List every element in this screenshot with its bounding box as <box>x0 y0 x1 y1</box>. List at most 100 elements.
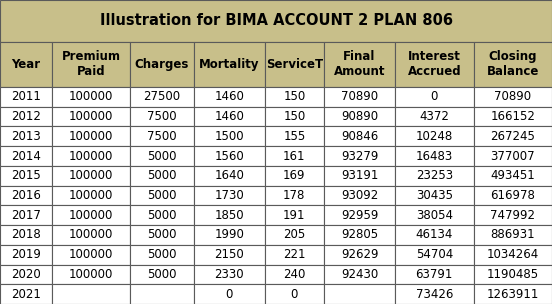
Text: 1034264: 1034264 <box>487 248 539 261</box>
Text: 2012: 2012 <box>11 110 41 123</box>
Bar <box>324 205 395 225</box>
Bar <box>324 42 395 87</box>
Bar <box>52 126 130 146</box>
Bar <box>194 126 264 146</box>
Text: 38054: 38054 <box>416 209 453 222</box>
Text: Interest
Accrued: Interest Accrued <box>407 50 461 78</box>
Text: 1460: 1460 <box>214 110 244 123</box>
Text: 100000: 100000 <box>69 169 113 182</box>
Text: 2011: 2011 <box>11 90 41 103</box>
Bar <box>264 264 324 284</box>
Text: 92805: 92805 <box>341 228 378 241</box>
Text: 70890: 70890 <box>494 90 532 103</box>
Bar <box>264 126 324 146</box>
Text: 166152: 166152 <box>490 110 535 123</box>
Text: 2020: 2020 <box>11 268 41 281</box>
Text: 747992: 747992 <box>490 209 535 222</box>
Text: 1500: 1500 <box>214 130 244 143</box>
Bar <box>474 107 552 126</box>
Text: 0: 0 <box>291 288 298 301</box>
Bar <box>0 166 52 186</box>
Bar <box>52 107 130 126</box>
Text: 93092: 93092 <box>341 189 378 202</box>
Bar <box>130 264 194 284</box>
Bar <box>395 87 474 107</box>
Text: 100000: 100000 <box>69 268 113 281</box>
Text: 2018: 2018 <box>11 228 41 241</box>
Text: 2019: 2019 <box>11 248 41 261</box>
Bar <box>264 166 324 186</box>
Bar <box>52 87 130 107</box>
Bar <box>395 146 474 166</box>
Bar <box>194 146 264 166</box>
Text: 90846: 90846 <box>341 130 378 143</box>
Bar <box>130 146 194 166</box>
Bar <box>324 126 395 146</box>
Text: 191: 191 <box>283 209 306 222</box>
Text: 1460: 1460 <box>214 90 244 103</box>
Text: 616978: 616978 <box>490 189 535 202</box>
Bar <box>395 225 474 245</box>
Bar <box>264 225 324 245</box>
Bar <box>0 42 52 87</box>
Bar <box>194 205 264 225</box>
Text: 5000: 5000 <box>147 209 177 222</box>
Text: 150: 150 <box>283 90 305 103</box>
Text: 1263911: 1263911 <box>486 288 539 301</box>
Bar <box>194 264 264 284</box>
Bar <box>52 186 130 205</box>
Bar <box>52 205 130 225</box>
Bar <box>324 284 395 304</box>
Bar <box>194 186 264 205</box>
Bar <box>194 42 264 87</box>
Text: 5000: 5000 <box>147 268 177 281</box>
Text: 2150: 2150 <box>214 248 244 261</box>
Text: 93279: 93279 <box>341 150 378 163</box>
Bar <box>474 205 552 225</box>
Bar <box>324 245 395 264</box>
Bar <box>130 245 194 264</box>
Text: Illustration for BIMA ACCOUNT 2 PLAN 806: Illustration for BIMA ACCOUNT 2 PLAN 806 <box>99 13 453 29</box>
Text: 90890: 90890 <box>341 110 378 123</box>
Bar <box>264 284 324 304</box>
Text: 2021: 2021 <box>11 288 41 301</box>
Bar <box>0 264 52 284</box>
Text: 377007: 377007 <box>490 150 535 163</box>
Bar <box>324 186 395 205</box>
Bar <box>130 107 194 126</box>
Text: 1640: 1640 <box>214 169 244 182</box>
Bar <box>264 245 324 264</box>
Bar <box>130 284 194 304</box>
Bar <box>474 225 552 245</box>
Bar <box>52 166 130 186</box>
Text: 23253: 23253 <box>416 169 453 182</box>
Text: Closing
Balance: Closing Balance <box>486 50 539 78</box>
Bar <box>52 42 130 87</box>
Bar <box>52 225 130 245</box>
Bar <box>130 186 194 205</box>
Text: 2014: 2014 <box>11 150 41 163</box>
Text: 100000: 100000 <box>69 130 113 143</box>
Bar <box>395 42 474 87</box>
Text: 240: 240 <box>283 268 306 281</box>
Bar <box>324 264 395 284</box>
Bar <box>474 186 552 205</box>
Text: 1190485: 1190485 <box>487 268 539 281</box>
Text: 221: 221 <box>283 248 306 261</box>
Bar <box>0 225 52 245</box>
Bar <box>52 146 130 166</box>
Bar <box>52 245 130 264</box>
Bar <box>0 0 552 42</box>
Text: 100000: 100000 <box>69 189 113 202</box>
Text: 73426: 73426 <box>416 288 453 301</box>
Bar <box>395 264 474 284</box>
Text: 5000: 5000 <box>147 169 177 182</box>
Bar <box>0 186 52 205</box>
Text: 2013: 2013 <box>11 130 41 143</box>
Bar <box>194 225 264 245</box>
Bar <box>324 87 395 107</box>
Text: 7500: 7500 <box>147 110 177 123</box>
Bar <box>474 42 552 87</box>
Text: 0: 0 <box>431 90 438 103</box>
Text: 100000: 100000 <box>69 228 113 241</box>
